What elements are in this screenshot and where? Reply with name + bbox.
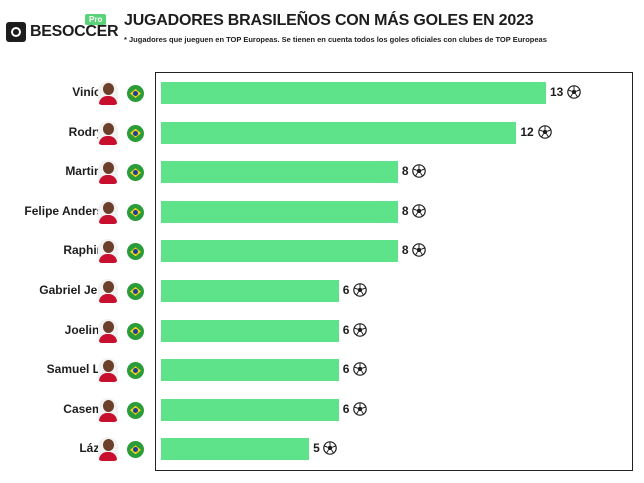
player-name: Felipe Anderson (24, 203, 118, 218)
soccer-ball-icon (412, 164, 426, 178)
player-avatar-shirt (99, 412, 117, 422)
flag-globe (133, 249, 138, 255)
player-avatar-head (103, 399, 114, 412)
player-avatar-head (103, 241, 114, 254)
bar-row: Gabriel Jesus 6 (0, 276, 644, 306)
bar (161, 359, 339, 382)
chart-title: JUGADORES BRASILEÑOS CON MÁS GOLES EN 20… (124, 12, 534, 29)
bar-row: Joelinton 6 (0, 316, 644, 346)
flag-globe (133, 368, 138, 374)
goal-count-label: 8 (401, 203, 409, 218)
brazil-flag-icon (127, 85, 144, 102)
flag-globe (133, 289, 138, 294)
goal-count-label: 6 (342, 401, 350, 416)
goal-count-label: 6 (342, 362, 350, 377)
brazil-flag-icon (127, 362, 144, 380)
flag-globe (133, 328, 138, 334)
player-avatar-shirt (99, 175, 117, 185)
flag-globe (133, 407, 138, 413)
bar-row: Raphinha 8 (0, 236, 644, 266)
player-avatar-head (103, 83, 114, 95)
flag-globe (133, 91, 138, 96)
bar-row: Martinelli 8 (0, 157, 644, 187)
bar (161, 398, 339, 421)
player-avatar-shirt (99, 254, 117, 264)
bar (161, 438, 310, 461)
player-avatar-shirt (99, 373, 117, 383)
player-avatar (98, 81, 118, 105)
chart-subtitle: * Jugadores que jueguen en TOP Europeas.… (124, 35, 547, 44)
player-avatar-shirt (99, 214, 117, 224)
besoccer-logo[interactable]: BESOCCER Pro (6, 14, 122, 44)
player-avatar (98, 199, 118, 224)
player-avatar-shirt (99, 294, 117, 303)
bar (161, 121, 517, 144)
player-avatar-shirt (99, 135, 117, 145)
bar-row: Rodrygo 12 (0, 118, 644, 148)
soccer-ball-icon (537, 124, 552, 139)
bar (161, 161, 398, 184)
player-avatar-shirt (99, 96, 117, 105)
goal-count-label: 8 (401, 164, 409, 179)
bar-row: Lázaro5 (0, 434, 644, 464)
bar (161, 280, 339, 302)
soccer-ball-icon (353, 283, 367, 297)
player-avatar (98, 239, 118, 264)
bar (161, 319, 339, 342)
goal-count-label: 6 (342, 322, 350, 337)
bar-row: Samuel Lino 6 (0, 355, 644, 385)
player-avatar (98, 120, 118, 145)
brazil-flag-icon (127, 243, 144, 261)
goal-count-label: 13 (550, 85, 564, 99)
player-avatar-shirt (99, 333, 117, 343)
flag-globe (133, 170, 138, 176)
player-avatar (98, 318, 118, 343)
logo-pro-badge: Pro (85, 14, 107, 25)
player-avatar (98, 160, 118, 185)
goal-count-label: 12 (520, 124, 534, 139)
brazil-flag-icon (127, 124, 144, 142)
player-avatar (98, 397, 118, 422)
player-avatar-head (103, 201, 114, 214)
bar (161, 200, 398, 223)
player-avatar-head (103, 439, 114, 452)
brazil-flag-icon (127, 322, 144, 340)
bar (161, 240, 398, 263)
player-avatar-head (103, 320, 114, 333)
goal-count-label: 6 (342, 283, 350, 297)
goal-count-label: 5 (313, 441, 320, 456)
player-avatar-shirt (99, 452, 117, 462)
brazil-flag-icon (127, 441, 144, 459)
header: BESOCCER Pro JUGADORES BRASILEÑOS CON MÁ… (0, 0, 644, 54)
flag-globe (133, 209, 138, 215)
bar (161, 82, 546, 104)
player-avatar (98, 437, 118, 462)
besoccer-logo-icon (6, 22, 26, 42)
player-avatar-head (103, 162, 114, 175)
bar-row: Vinícius 13 (0, 78, 644, 108)
player-avatar (98, 279, 118, 303)
soccer-ball-icon (353, 322, 367, 337)
flag-globe (133, 130, 138, 136)
flag-globe (133, 447, 138, 453)
player-avatar-head (103, 122, 114, 135)
soccer-ball-icon (353, 362, 367, 376)
player-avatar-head (103, 281, 114, 293)
soccer-ball-icon (353, 401, 367, 416)
brazil-flag-icon (127, 283, 144, 300)
logo-text: BESOCCER (30, 23, 119, 40)
brazil-flag-icon (127, 401, 144, 419)
bar-row: Casemiro 6 (0, 395, 644, 425)
goal-count-label: 8 (401, 243, 409, 258)
player-avatar (98, 358, 118, 383)
bar-row: Felipe Anderson 8 (0, 197, 644, 227)
soccer-ball-icon (323, 441, 338, 456)
soccer-ball-icon (412, 203, 426, 218)
soccer-ball-icon (567, 85, 582, 99)
soccer-ball-icon (412, 243, 426, 258)
brazil-flag-icon (127, 164, 144, 182)
brazil-flag-icon (127, 203, 144, 221)
player-avatar-head (103, 360, 114, 373)
